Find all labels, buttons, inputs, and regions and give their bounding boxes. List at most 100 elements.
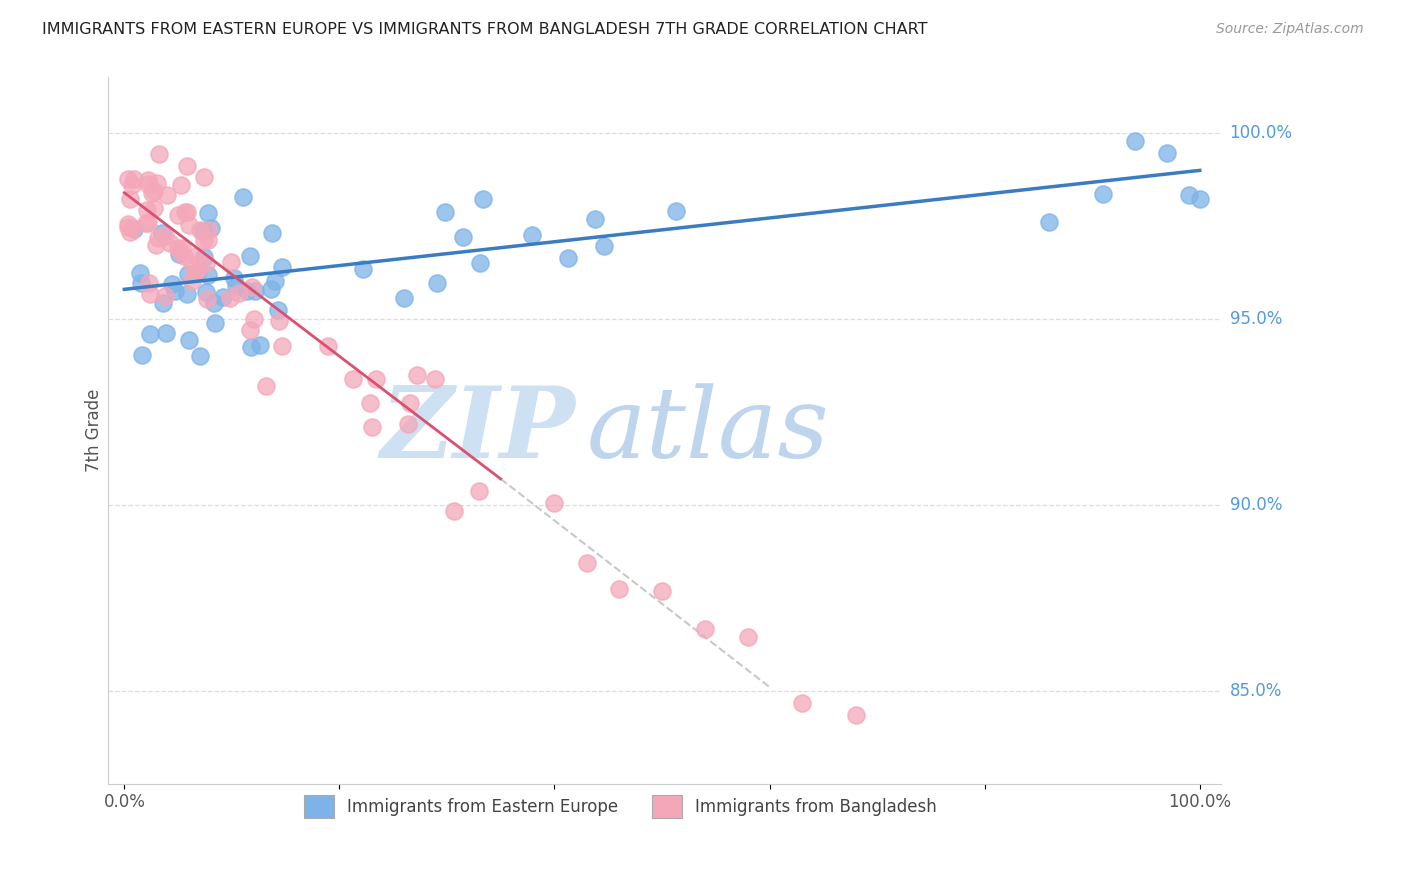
Point <box>260 282 283 296</box>
Point <box>197 268 219 282</box>
Point <box>184 266 207 280</box>
Point <box>583 212 606 227</box>
Point <box>316 338 339 352</box>
Point <box>150 227 173 241</box>
Point <box>143 185 166 199</box>
Point <box>406 368 429 382</box>
Point <box>1091 186 1114 201</box>
Point <box>222 270 245 285</box>
Point <box>394 291 416 305</box>
Point <box>693 622 716 636</box>
Text: 85.0%: 85.0% <box>1230 681 1282 700</box>
Point <box>146 177 169 191</box>
Point <box>156 188 179 202</box>
Point <box>135 216 157 230</box>
Point <box>200 221 222 235</box>
Point <box>359 396 381 410</box>
Point <box>472 192 495 206</box>
Point <box>163 285 186 299</box>
Point <box>1188 192 1211 206</box>
Text: 90.0%: 90.0% <box>1230 496 1282 514</box>
Point <box>342 372 364 386</box>
Point <box>197 222 219 236</box>
Point <box>141 186 163 200</box>
Point <box>136 177 159 191</box>
Point <box>197 233 219 247</box>
Point <box>117 217 139 231</box>
Point <box>121 178 143 193</box>
Point <box>235 284 257 298</box>
Point <box>557 251 579 265</box>
Point <box>204 316 226 330</box>
Point <box>271 260 294 274</box>
Point <box>651 583 673 598</box>
Point <box>243 284 266 298</box>
Point <box>260 227 283 241</box>
Point <box>243 312 266 326</box>
Point <box>176 159 198 173</box>
Point <box>122 221 145 235</box>
Point <box>361 420 384 434</box>
Point <box>231 190 253 204</box>
Point <box>122 222 145 236</box>
Point <box>136 203 159 218</box>
Point <box>170 241 193 255</box>
Point <box>737 630 759 644</box>
Legend: Immigrants from Eastern Europe, Immigrants from Bangladesh: Immigrants from Eastern Europe, Immigran… <box>297 788 943 825</box>
Point <box>148 147 170 161</box>
Point <box>148 231 170 245</box>
Point <box>153 229 176 244</box>
Point <box>174 205 197 219</box>
Point <box>396 417 419 431</box>
Point <box>221 255 243 269</box>
Point <box>202 296 225 310</box>
Point <box>254 379 277 393</box>
Point <box>664 203 686 218</box>
Point <box>593 239 616 253</box>
Point <box>575 556 598 570</box>
Point <box>173 249 195 263</box>
Point <box>267 303 290 318</box>
Point <box>169 244 191 258</box>
Point <box>120 193 142 207</box>
Point <box>219 291 242 305</box>
Point <box>117 172 139 186</box>
Point <box>426 276 449 290</box>
Point <box>160 277 183 292</box>
Point <box>181 274 204 288</box>
Point <box>180 257 202 271</box>
Point <box>228 285 250 300</box>
Point <box>176 204 198 219</box>
Point <box>790 696 813 710</box>
Point <box>212 290 235 304</box>
Point <box>1178 188 1201 202</box>
Point <box>520 228 543 243</box>
Point <box>167 247 190 261</box>
Point <box>187 264 209 278</box>
Point <box>177 333 200 347</box>
Point <box>364 372 387 386</box>
Point <box>470 256 492 270</box>
Point <box>159 236 181 251</box>
Point <box>129 276 152 290</box>
Point <box>139 286 162 301</box>
Text: Source: ZipAtlas.com: Source: ZipAtlas.com <box>1216 22 1364 37</box>
Point <box>195 255 218 269</box>
Point <box>136 216 159 230</box>
Point <box>269 314 291 328</box>
Point <box>242 280 264 294</box>
Point <box>120 225 142 239</box>
Point <box>433 204 456 219</box>
Text: IMMIGRANTS FROM EASTERN EUROPE VS IMMIGRANTS FROM BANGLADESH 7TH GRADE CORRELATI: IMMIGRANTS FROM EASTERN EUROPE VS IMMIGR… <box>42 22 928 37</box>
Point <box>155 326 177 340</box>
Point <box>238 249 260 263</box>
Point <box>398 395 420 409</box>
Point <box>264 274 287 288</box>
Point <box>152 295 174 310</box>
Point <box>143 201 166 215</box>
Point <box>1038 215 1060 229</box>
Point <box>543 496 565 510</box>
Point <box>195 293 218 307</box>
Text: atlas: atlas <box>586 383 830 478</box>
Point <box>170 178 193 193</box>
